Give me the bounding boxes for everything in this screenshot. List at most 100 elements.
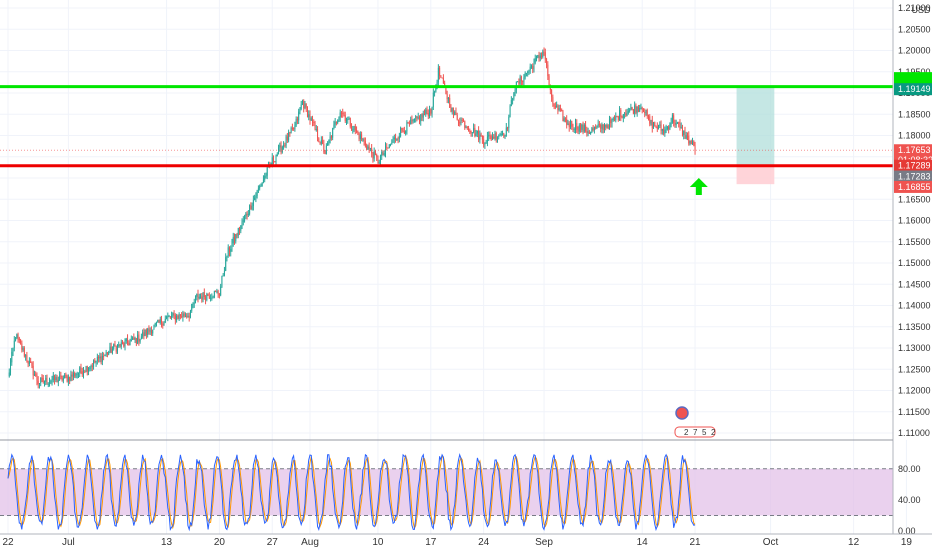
event-marker-count[interactable]: 2: [684, 428, 689, 437]
candle-body: [42, 378, 44, 383]
candle-body: [520, 76, 522, 82]
price-tick: 1.21000: [898, 3, 931, 13]
candle-body: [164, 318, 166, 323]
candle-body: [591, 128, 593, 132]
candle-body: [157, 319, 159, 323]
candle-body: [242, 220, 244, 222]
candles: [8, 47, 696, 389]
candle-body: [74, 373, 76, 377]
candle-body: [315, 129, 317, 131]
candle-body: [474, 128, 476, 137]
candle-body: [240, 225, 242, 231]
candle-body: [16, 334, 18, 339]
event-marker-count[interactable]: 5: [702, 428, 707, 437]
candle-body: [153, 325, 155, 330]
candle-body: [66, 376, 68, 382]
candle-body: [539, 55, 541, 59]
candle-body: [393, 137, 395, 140]
time-tick: 13: [161, 537, 173, 548]
candle-body: [676, 122, 678, 124]
candle-body: [456, 114, 458, 120]
stoch-d-line: [7, 454, 696, 530]
candle-body: [395, 137, 397, 140]
candle-body: [444, 83, 446, 87]
candle-body: [171, 315, 173, 318]
candle-body: [658, 124, 660, 129]
candle-body: [631, 107, 633, 110]
candle-body: [523, 77, 525, 82]
candle-body: [23, 348, 25, 357]
candle-body: [96, 357, 98, 361]
candle-body: [543, 51, 545, 53]
candle-body: [602, 124, 604, 130]
candle-body: [348, 118, 350, 120]
candle-body: [608, 119, 610, 129]
event-marker-icon[interactable]: [675, 406, 689, 420]
candle-body: [10, 362, 12, 373]
candle-body: [512, 98, 514, 101]
up-arrow-icon: [689, 178, 708, 195]
candle-body: [36, 374, 38, 381]
stoch-k-line: [7, 453, 696, 532]
time-axis[interactable]: 22 Jul 13 20 27 Aug 10 17 24 Sep 14 21 Oct 12 19: [0, 533, 932, 548]
candle-body: [163, 322, 165, 326]
candle-body: [75, 374, 77, 377]
candle-body: [420, 114, 422, 122]
candle-body: [90, 365, 92, 368]
candle-body: [41, 377, 43, 379]
candle-body: [646, 109, 648, 117]
candle-body: [135, 338, 137, 344]
candle-body: [60, 375, 62, 377]
candle-body: [115, 346, 117, 352]
stop-zone[interactable]: [736, 165, 775, 185]
price-tick: 1.16000: [898, 216, 931, 226]
candle-body: [437, 67, 439, 83]
candle-body: [653, 122, 655, 129]
candle-body: [122, 342, 124, 344]
candle-body: [220, 286, 222, 296]
event-marker-count[interactable]: 7: [693, 428, 698, 437]
candle-body: [552, 97, 554, 104]
candle-body: [556, 105, 558, 108]
candle-body: [232, 237, 234, 244]
candle-body: [306, 107, 308, 118]
candle-body: [377, 156, 379, 164]
candle-body: [357, 130, 359, 134]
candle-body: [349, 118, 351, 127]
candle-body: [20, 339, 22, 344]
candle-body: [617, 116, 619, 120]
candle-body: [663, 128, 665, 134]
candle-body: [119, 344, 121, 347]
candle-body: [196, 294, 198, 297]
candle-body: [148, 328, 150, 332]
time-tick: 19: [901, 537, 913, 548]
candle-body: [83, 371, 84, 375]
candle-body: [680, 126, 682, 128]
candle-body: [588, 131, 590, 134]
position-zones[interactable]: [736, 86, 775, 185]
candle-body: [246, 213, 248, 216]
target-zone[interactable]: [736, 86, 775, 166]
current-price-label-bg: [894, 144, 932, 157]
candle-body: [481, 135, 483, 140]
candle-body: [46, 377, 48, 384]
candle-body: [636, 106, 638, 113]
event-markers-strip[interactable]: [674, 426, 716, 438]
candle-body: [452, 107, 454, 116]
candle-body: [388, 144, 390, 148]
candle-body: [80, 367, 82, 372]
candle-body: [688, 135, 690, 144]
price-tick: 1.11000: [898, 428, 930, 438]
event-marker-count[interactable]: 2: [711, 428, 716, 437]
candle-body: [483, 139, 485, 145]
candle-body: [228, 247, 230, 252]
horizontal-levels[interactable]: [0, 85, 893, 168]
candle-body: [223, 271, 225, 276]
candle-body: [94, 360, 96, 363]
candle-body: [166, 316, 168, 319]
candle-body: [572, 126, 574, 130]
candle-body: [206, 294, 208, 300]
